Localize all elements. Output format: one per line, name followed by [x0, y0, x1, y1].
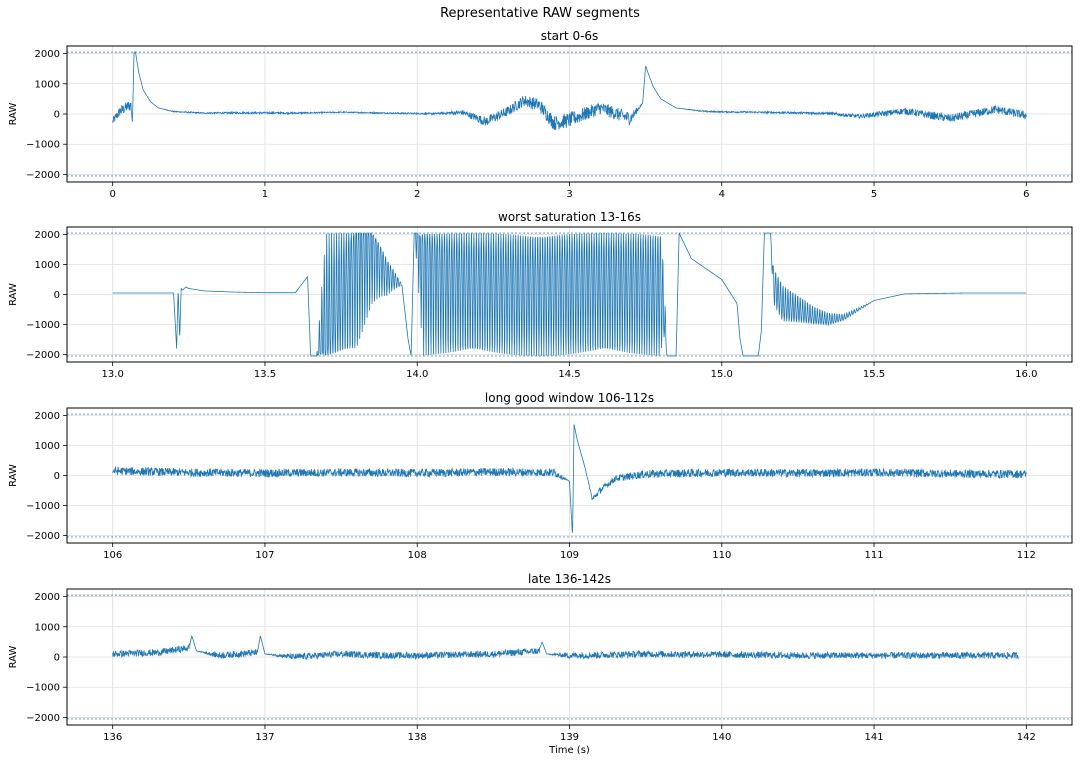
y-tick-label: 0	[54, 471, 60, 482]
x-tick-label: 111	[864, 550, 883, 561]
y-tick-label: 2000	[35, 230, 60, 241]
x-tick-label: 106	[103, 550, 122, 561]
panel-4: 136 137 138 139 140 141 142 −2000 −1000 0 1000 2000…	[8, 572, 1073, 756]
x-tick-label: 13.0	[102, 369, 124, 380]
signal-line	[112, 232, 1027, 357]
x-tick-label: 15.0	[711, 369, 733, 380]
x-tick-label: 112	[1017, 550, 1036, 561]
panel-title: worst saturation 13-16s	[498, 210, 641, 224]
y-tick-label: 0	[54, 110, 60, 121]
panel-2: 13.0 13.5 14.0 14.5 15.0 15.5 16.0 −2000 −1000 0 1…	[8, 210, 1073, 380]
y-axis-label: RAW	[8, 464, 19, 487]
x-tick-label: 13.5	[254, 369, 276, 380]
y-tick-label: −2000	[26, 713, 60, 724]
y-tick-label: −2000	[26, 170, 60, 181]
y-tick-label: 1000	[35, 441, 60, 452]
x-tick-label: 15.5	[863, 369, 885, 380]
x-axis-label: Time (s)	[548, 745, 590, 756]
y-tick-label: 2000	[35, 592, 60, 603]
x-tick-label: 139	[560, 732, 579, 743]
x-tick-label: 14.0	[406, 369, 428, 380]
signal-line	[112, 424, 1027, 533]
y-tick-label: −1000	[26, 501, 60, 512]
x-tick-label: 3	[566, 189, 572, 200]
y-tick-label: 2000	[35, 411, 60, 422]
x-tick-label: 141	[864, 732, 883, 743]
x-tick-label: 137	[255, 732, 274, 743]
x-tick-label: 136	[103, 732, 122, 743]
panel-title: late 136-142s	[528, 572, 611, 586]
panel-1: 0 1 2 3 4 5 6 −2000 −1000 0 1000 2000 start 0-6s RAW	[8, 29, 1073, 200]
y-tick-label: 0	[54, 290, 60, 301]
x-tick-label: 6	[1023, 189, 1029, 200]
x-tick-label: 0	[109, 189, 115, 200]
x-tick-label: 110	[712, 550, 731, 561]
y-tick-label: −2000	[26, 531, 60, 542]
panel-title: long good window 106-112s	[485, 391, 654, 405]
y-tick-label: −1000	[26, 683, 60, 694]
y-axis-label: RAW	[8, 646, 19, 669]
x-tick-label: 5	[871, 189, 877, 200]
y-tick-label: −1000	[26, 320, 60, 331]
y-axis-label: RAW	[8, 283, 19, 306]
panel-3: 106 107 108 109 110 111 112 −2000 −1000 0 1000 2000…	[8, 391, 1073, 561]
figure-title: Representative RAW segments	[440, 6, 640, 21]
x-tick-label: 140	[712, 732, 731, 743]
x-tick-label: 14.5	[558, 369, 580, 380]
panel-title: start 0-6s	[541, 29, 599, 43]
y-tick-label: −1000	[26, 140, 60, 151]
x-tick-label: 142	[1017, 732, 1036, 743]
y-tick-label: 0	[54, 653, 60, 664]
x-tick-label: 108	[408, 550, 427, 561]
x-tick-label: 4	[719, 189, 725, 200]
y-tick-label: −2000	[26, 350, 60, 361]
y-tick-label: 1000	[35, 260, 60, 271]
y-tick-label: 1000	[35, 79, 60, 90]
x-tick-label: 16.0	[1015, 369, 1037, 380]
y-tick-label: 1000	[35, 622, 60, 633]
signal-line	[112, 634, 1019, 661]
x-tick-label: 1	[262, 189, 268, 200]
x-tick-label: 138	[408, 732, 427, 743]
y-tick-label: 2000	[35, 49, 60, 60]
x-tick-label: 109	[560, 550, 579, 561]
signal-line	[112, 51, 1027, 130]
y-axis-label: RAW	[8, 103, 19, 126]
x-tick-label: 2	[414, 189, 420, 200]
x-tick-label: 107	[255, 550, 274, 561]
